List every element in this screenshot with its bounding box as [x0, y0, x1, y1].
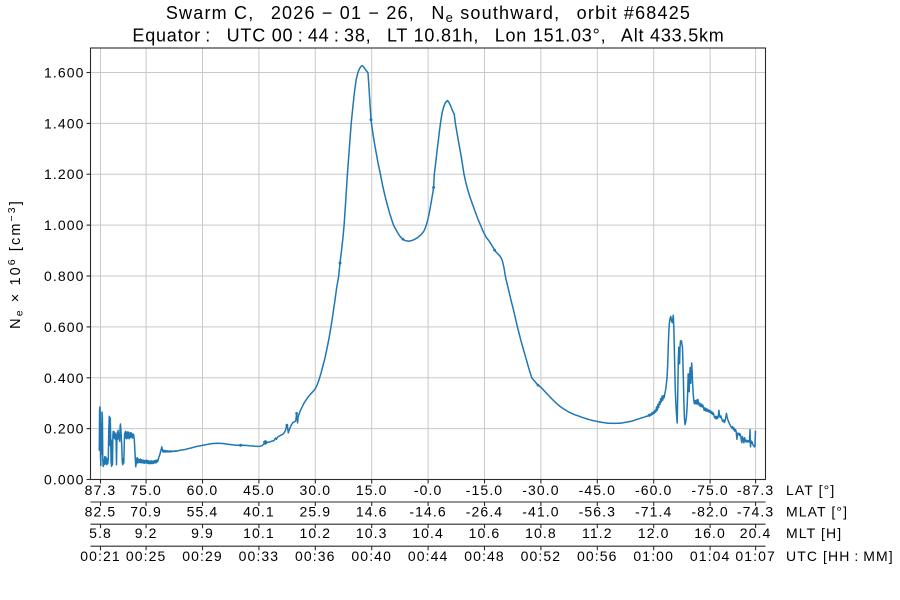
svg-text:-60.0: -60.0 — [635, 482, 672, 498]
svg-text:UTC [HH : MM]: UTC [HH : MM] — [786, 548, 894, 564]
svg-text:75.0: 75.0 — [130, 482, 162, 498]
svg-text:9.9: 9.9 — [191, 525, 214, 541]
svg-text:9.2: 9.2 — [135, 525, 158, 541]
svg-text:0.800: 0.800 — [44, 268, 85, 284]
svg-text:00:56: 00:56 — [577, 548, 618, 564]
svg-text:00:40: 00:40 — [351, 548, 392, 564]
svg-text:00:29: 00:29 — [182, 548, 223, 564]
svg-text:82.5: 82.5 — [85, 504, 117, 520]
svg-text:1.600: 1.600 — [44, 65, 85, 81]
svg-text:1.400: 1.400 — [44, 115, 85, 131]
svg-text:10.6: 10.6 — [469, 525, 501, 541]
svg-text:40.1: 40.1 — [243, 504, 275, 520]
svg-text:1.200: 1.200 — [44, 166, 85, 182]
svg-text:00:21: 00:21 — [80, 548, 121, 564]
svg-text:LAT [°]: LAT [°] — [786, 482, 835, 498]
svg-text:-82.0: -82.0 — [691, 504, 728, 520]
svg-text:0.400: 0.400 — [44, 370, 85, 386]
svg-text:20.4: 20.4 — [740, 525, 772, 541]
svg-text:10.8: 10.8 — [525, 525, 557, 541]
svg-text:00:52: 00:52 — [521, 548, 562, 564]
svg-text:00:44: 00:44 — [408, 548, 449, 564]
svg-text:-30.0: -30.0 — [522, 482, 559, 498]
svg-text:-74.3: -74.3 — [737, 504, 774, 520]
svg-text:10.2: 10.2 — [299, 525, 331, 541]
svg-text:00:25: 00:25 — [126, 548, 167, 564]
svg-text:-75.0: -75.0 — [691, 482, 728, 498]
svg-text:Ne × 106 [cm−3]: Ne × 106 [cm−3] — [6, 199, 26, 329]
svg-text:00:33: 00:33 — [239, 548, 280, 564]
svg-text:-71.4: -71.4 — [635, 504, 672, 520]
svg-text:MLAT [°]: MLAT [°] — [786, 504, 848, 520]
svg-text:60.0: 60.0 — [187, 482, 219, 498]
svg-text:5.8: 5.8 — [89, 525, 112, 541]
svg-text:87.3: 87.3 — [85, 482, 117, 498]
svg-text:-87.3: -87.3 — [737, 482, 774, 498]
svg-text:-56.3: -56.3 — [579, 504, 616, 520]
svg-text:-14.6: -14.6 — [409, 504, 446, 520]
svg-text:00:36: 00:36 — [295, 548, 336, 564]
svg-text:-41.0: -41.0 — [522, 504, 559, 520]
svg-text:25.9: 25.9 — [299, 504, 331, 520]
svg-text:01:07: 01:07 — [735, 548, 776, 564]
svg-text:01:00: 01:00 — [633, 548, 674, 564]
svg-text:-15.0: -15.0 — [466, 482, 503, 498]
svg-text:MLT [H]: MLT [H] — [786, 525, 842, 541]
svg-text:11.2: 11.2 — [582, 525, 613, 541]
svg-text:01:04: 01:04 — [690, 548, 731, 564]
svg-text:12.0: 12.0 — [638, 525, 670, 541]
svg-text:-26.4: -26.4 — [466, 504, 503, 520]
svg-text:55.4: 55.4 — [187, 504, 219, 520]
svg-text:00:48: 00:48 — [464, 548, 505, 564]
svg-text:1.000: 1.000 — [44, 217, 85, 233]
svg-text:Equator : UTC 00 : 44 : 38,: Equator : UTC 00 : 44 : 38, LT 10.81h, L… — [132, 26, 724, 46]
svg-text:10.1: 10.1 — [243, 525, 275, 541]
svg-text:0.000: 0.000 — [44, 472, 85, 488]
svg-text:45.0: 45.0 — [243, 482, 275, 498]
svg-text:30.0: 30.0 — [299, 482, 331, 498]
svg-text:0.200: 0.200 — [44, 421, 85, 437]
svg-text:10.3: 10.3 — [356, 525, 388, 541]
svg-text:70.9: 70.9 — [130, 504, 162, 520]
svg-text:-45.0: -45.0 — [579, 482, 616, 498]
svg-text:15.0: 15.0 — [356, 482, 388, 498]
svg-text:Swarm C, 2026 − 01 − 26, Ne: Swarm C, 2026 − 01 − 26, Ne southward, o… — [166, 3, 691, 25]
svg-text:16.0: 16.0 — [694, 525, 726, 541]
svg-text:10.4: 10.4 — [412, 525, 444, 541]
svg-text:0.600: 0.600 — [44, 319, 85, 335]
svg-text:-0.0: -0.0 — [414, 482, 443, 498]
svg-text:14.6: 14.6 — [356, 504, 388, 520]
